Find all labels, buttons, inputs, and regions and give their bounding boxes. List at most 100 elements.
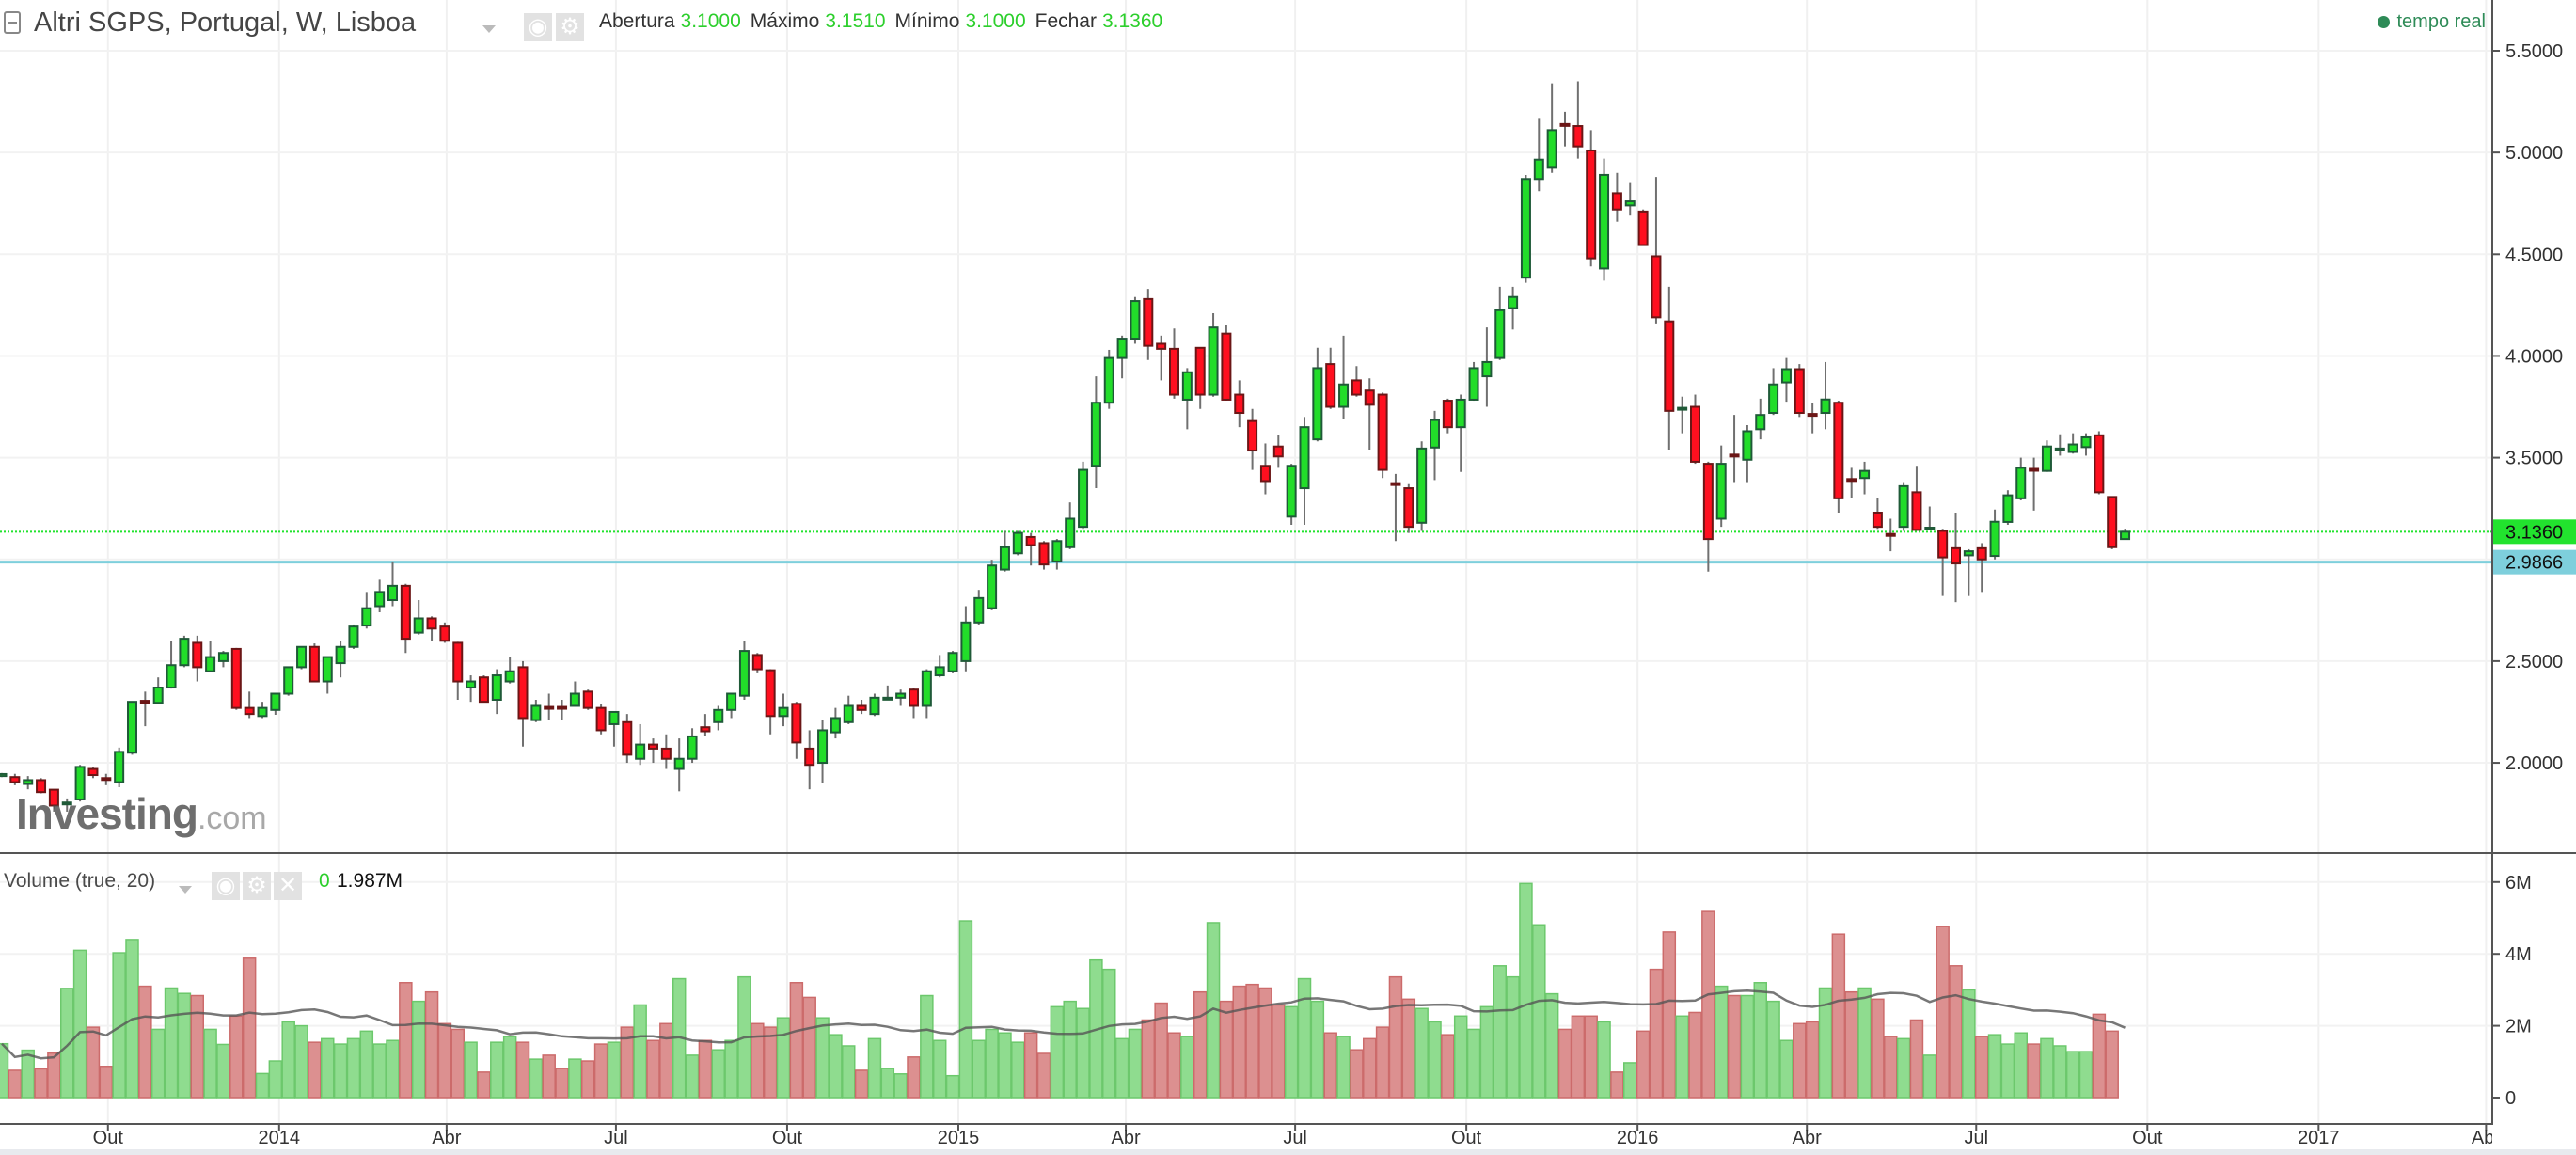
candle-body [2080,435,2092,449]
candle-body [582,690,593,709]
volume-bar [907,1056,921,1099]
candle-body [1338,383,1350,408]
candle-body [74,766,86,800]
candle-body [856,704,867,711]
chart-title[interactable]: Altri SGPS, Portugal, W, Lisboa [34,8,417,38]
volume-bar [1805,1021,1820,1099]
candle-body [1299,426,1310,490]
time-tick-label: Abr [432,1128,461,1148]
candle-body [2041,445,2052,472]
candle-body [257,706,268,718]
candle-body [1312,367,1323,441]
volume-bar [333,1043,348,1099]
close-label: Fechar [1035,10,1097,32]
candle-body [595,706,607,732]
candle-body [934,666,945,677]
candle-body [1546,129,1557,169]
candle-body [1820,398,1831,415]
candle-body [452,641,464,683]
price-axis[interactable]: 5.5000 5.0000 4.5000 4.0000 3.5000 2.5000 2.00… [2492,41,2563,774]
volume-bar [698,1039,713,1099]
volume-bar [1740,994,1755,1099]
close-icon[interactable]: ✕ [274,872,302,900]
candle-body [557,705,568,710]
volume-indicator-title[interactable]: Volume (true, 20) [4,870,156,892]
time-tick-label: 2017 [2298,1128,2340,1148]
price-level-label: 3.1360 [2505,522,2563,543]
candle-body [283,666,294,695]
candle-body [230,647,242,709]
volume-bar [47,1052,61,1099]
volume-bar [255,1072,270,1099]
candle-body [1807,413,1818,418]
volume-bar [216,1043,230,1099]
volume-bar [1766,1000,1780,1099]
volume-bar [164,987,179,1099]
price-tick-label: 4.0000 [2505,346,2563,367]
candle-body [999,546,1010,571]
volume-bar [1323,1032,1337,1099]
volume-bar [1922,1054,1937,1099]
minimize-icon[interactable] [4,11,21,34]
time-axis[interactable]: Out 2014 Abr Jul Out 2015 Abr Jul Out 2016 Abr Jul O… [93,1124,2502,1148]
visibility-icon[interactable]: ◉ [212,872,240,900]
volume-bar [711,1049,725,1099]
volume-bar [203,1028,217,1099]
volume-bar [464,1041,478,1099]
volume-bar [1584,1015,1598,1099]
realtime-label: tempo real [2396,11,2487,32]
volume-bar [1557,1028,1572,1099]
candle-body [1194,346,1206,396]
candle-body [1976,546,1987,561]
volume-bar [1114,1037,1130,1099]
candle-body [1416,447,1428,524]
candle-body [361,607,372,627]
candle-body [101,777,112,782]
volume-ma-series [1,989,2126,1060]
candle-body [1715,463,1727,520]
ohlc-readout: Abertura 3.1000 Máximo 3.1510 Mínimo 3.1000 Fe… [599,10,1172,33]
horizontal-lines [0,530,2492,564]
volume-bar [763,1026,778,1099]
volume-bar [1714,985,1729,1099]
volume-axis[interactable]: 6M 4M 2M 0 [2492,873,2532,1109]
volume-bar [607,1041,622,1099]
dropdown-caret-icon[interactable] [482,25,496,33]
volume-bar [502,1036,517,1099]
volume-bar [985,1028,999,1099]
gear-icon[interactable]: ⚙ [556,13,584,41]
visibility-icon[interactable]: ◉ [524,13,552,41]
candle-body [387,584,398,602]
volume-bar [2078,1051,2094,1099]
dropdown-caret-icon[interactable] [179,886,192,894]
volume-bar [1571,1015,1586,1099]
candle-body [1494,309,1506,359]
candle-body [608,710,620,725]
volume-bar [99,1066,114,1099]
volume-bar [359,1030,374,1099]
volume-bar [1310,1000,1325,1099]
candle-body [1286,465,1297,518]
volume-tick-label: 4M [2505,944,2532,965]
volume-bar [1949,965,1963,1099]
candle-body [192,641,203,669]
candle-body [765,669,776,718]
volume-bar [60,988,74,1099]
candle-body [1468,367,1479,401]
volume-bar [542,1054,556,1099]
volume-bar [346,1037,361,1099]
candle-body [1377,393,1388,471]
gear-icon[interactable]: ⚙ [243,872,271,900]
candle-body [1430,419,1440,449]
volume-bar [1414,1007,1429,1099]
price-tick-label: 5.5000 [2505,41,2563,62]
volume-bar [0,1042,9,1099]
candle-body [1755,414,1766,431]
volume-bar [1336,1036,1351,1099]
candle-body [843,704,854,723]
investing-logo: Investing.com [16,788,267,839]
volume-bar [1662,931,1677,1099]
price-level-label-box [2493,519,2576,545]
volume-bar [1610,1071,1624,1099]
